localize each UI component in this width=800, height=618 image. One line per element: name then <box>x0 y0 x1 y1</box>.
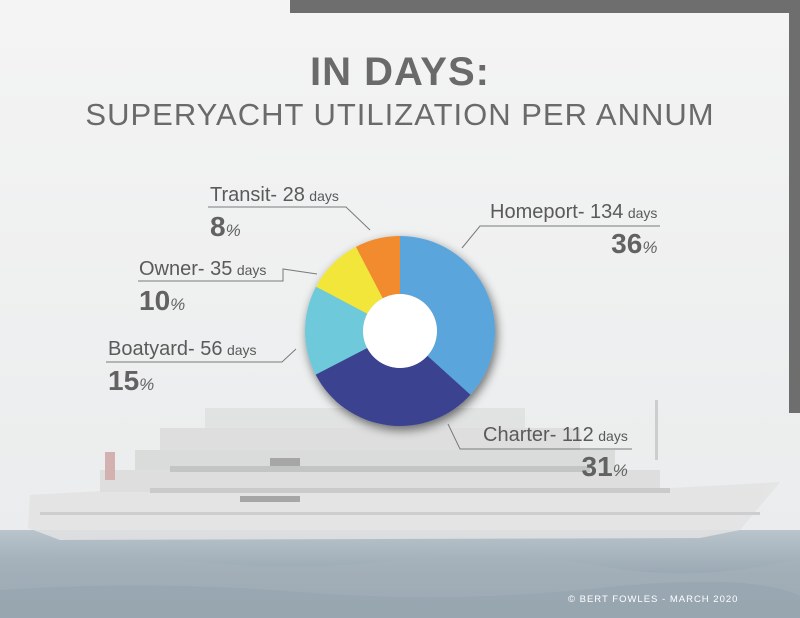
copyright-text: © BERT FOWLES - MARCH 2020 <box>568 594 739 605</box>
slice-transit <box>355 236 400 299</box>
label-boatyard-percent: 15 <box>108 365 140 396</box>
label-boatyard: Boatyard- 56 days 15% <box>108 338 257 397</box>
label-transit-days-unit: days <box>309 188 339 204</box>
label-transit: Transit- 28 days 8% <box>210 184 339 243</box>
label-owner-percent-sign: % <box>170 295 186 314</box>
page-title: IN DAYS: <box>310 50 490 94</box>
label-charter-percent: 31 <box>581 451 613 482</box>
label-transit-name: Transit- 28 <box>210 184 305 206</box>
label-owner-percent: 10 <box>139 285 171 316</box>
frame-top-bar <box>290 0 800 13</box>
label-boatyard-percent-sign: % <box>139 375 155 394</box>
slice-homeport <box>400 236 495 395</box>
label-owner: Owner- 35 days 10% <box>139 258 266 317</box>
label-boatyard-days-unit: days <box>226 342 257 358</box>
leader-line-transit <box>208 206 371 231</box>
frame-right-bar <box>789 0 800 413</box>
slice-boatyard <box>304 286 368 375</box>
label-homeport-name: Homeport- 134 <box>490 201 624 223</box>
label-charter: Charter- 112 days 31% <box>483 424 628 483</box>
label-transit-percent: 8 <box>210 211 226 242</box>
label-homeport-percent-sign: % <box>642 238 658 257</box>
donut-hole <box>363 294 437 368</box>
label-charter-name: Charter- 112 <box>483 424 594 446</box>
label-transit-percent-sign: % <box>225 221 241 240</box>
label-boatyard-name: Boatyard- 56 <box>108 338 223 360</box>
leader-line-boatyard <box>106 348 297 363</box>
label-owner-name: Owner- 35 <box>139 258 233 280</box>
label-owner-days-unit: days <box>236 262 267 278</box>
label-homeport-percent: 36 <box>611 228 643 259</box>
label-homeport-days-unit: days <box>627 205 658 221</box>
label-charter-percent-sign: % <box>612 461 628 480</box>
slice-charter <box>315 348 471 426</box>
label-homeport: Homeport- 134 days 36% <box>490 201 657 260</box>
leader-line-charter <box>447 423 632 450</box>
leader-line-owner <box>138 268 318 282</box>
label-charter-days-unit: days <box>598 428 628 444</box>
page-subtitle: SUPERYACHT UTILIZATION PER ANNUM <box>85 97 715 132</box>
leader-line-homeport <box>461 225 660 249</box>
slice-owner <box>316 246 383 314</box>
